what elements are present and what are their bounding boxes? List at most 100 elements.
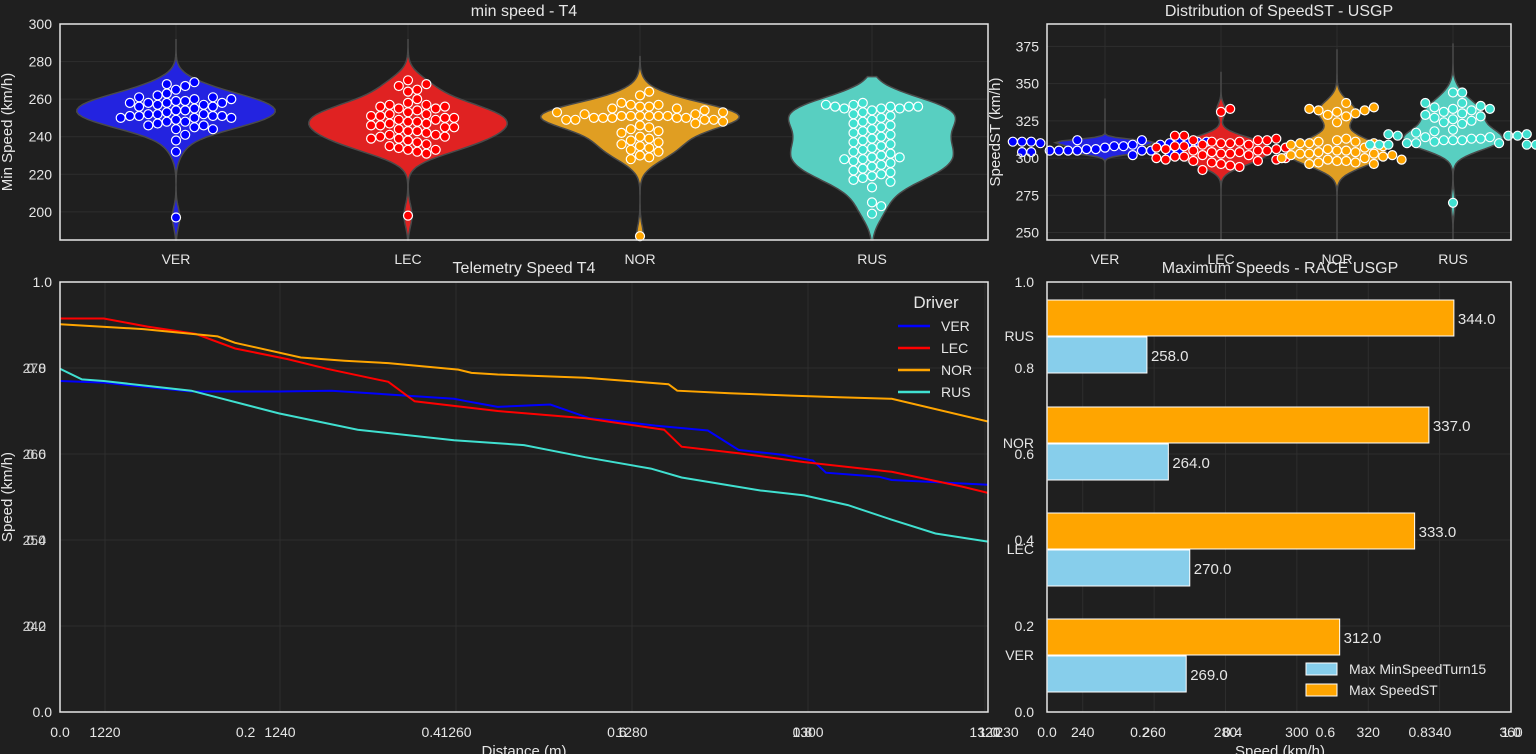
legend-label-ver: VER (941, 318, 970, 334)
y-tick-label: 220 (29, 166, 53, 182)
line-rus (60, 367, 988, 543)
swarm-point (1081, 144, 1092, 155)
swarm-point (625, 135, 636, 146)
swarm-point (1294, 148, 1306, 159)
swarm-point (848, 156, 859, 167)
y-tick-label: 280 (29, 54, 53, 70)
swarm-point (430, 129, 441, 140)
swarm-point (717, 107, 729, 118)
bar-max-speedst-rus (1046, 299, 1455, 337)
swarm-point (848, 146, 859, 157)
grid (60, 282, 988, 712)
swarm-point (625, 154, 636, 165)
swarm-point (671, 103, 683, 114)
swarm-point (1447, 87, 1459, 98)
swarm-point (170, 84, 182, 95)
swarm-point (876, 103, 887, 114)
swarm-point (170, 135, 182, 146)
swarm-point (1252, 145, 1264, 156)
swarm-point (662, 110, 673, 122)
swarm-point (857, 163, 868, 174)
x-tick-label: LEC (394, 251, 421, 267)
swarm-point (1350, 136, 1361, 147)
y-tick-label: 260 (23, 446, 47, 462)
y-tick-label: 0.4 (1015, 532, 1035, 548)
swarm-point (1099, 142, 1111, 153)
swarm-point (124, 110, 135, 122)
swarm-point (366, 133, 377, 144)
swarm-point (1252, 155, 1264, 167)
swarm-point (634, 150, 646, 161)
y-category-label: VER (1005, 647, 1034, 663)
swarm-point (152, 118, 163, 129)
swarm-point (1294, 138, 1306, 149)
swarm-point (1521, 139, 1532, 150)
y-tick-label: 0.2 (1015, 618, 1035, 634)
swarm-point (1447, 197, 1459, 208)
swarm-point (866, 133, 878, 144)
legend[interactable]: Max MinSpeedTurn15 Max SpeedST (1305, 661, 1486, 698)
x-tick-label: 0.8 (793, 724, 813, 740)
swarm-point (1475, 111, 1486, 122)
x-tick-label: 0.4 (421, 724, 441, 740)
swarm-point (412, 126, 423, 137)
bar-max-speedst-ver (1046, 618, 1341, 656)
swarm-point (866, 171, 878, 182)
swarm-point (653, 146, 664, 157)
swarm-point (866, 208, 878, 219)
swarm-point (402, 126, 414, 137)
swarm-point (1401, 138, 1413, 149)
y-tick-label: 250 (1016, 225, 1040, 241)
swarm-point (644, 101, 655, 112)
swarm-point (1341, 133, 1352, 144)
swarm-point (1252, 135, 1264, 146)
plot-frame (1046, 281, 1512, 713)
y-tick-labels: 250 275 300 325 350 375 (1016, 38, 1040, 240)
x-tick-label: NOR (624, 251, 655, 267)
swarm-point (607, 112, 618, 124)
swarm-point (1341, 145, 1352, 156)
x-tick-label: 1220 (89, 724, 120, 740)
swarm-point (375, 131, 386, 142)
swarm-point (143, 120, 154, 131)
swarm-point (375, 120, 386, 131)
swarm-point (152, 99, 163, 110)
y-tick-labels: 0.0 0.2 0.4 0.6 0.8 1.0 VER LEC NOR RUS (1003, 274, 1034, 720)
swarm-point (1016, 136, 1028, 147)
swarm-point (384, 129, 395, 140)
swarm-point (699, 114, 710, 125)
swarm-point (393, 133, 404, 144)
swarm-point (1322, 144, 1333, 155)
swarm-point (421, 109, 432, 120)
swarm-point (1521, 129, 1532, 140)
swarm-point (857, 116, 868, 127)
legend-label: Max SpeedST (1349, 682, 1438, 698)
swarm-point (1127, 139, 1138, 150)
swarm-point (375, 101, 386, 112)
swarm-point (1225, 148, 1236, 159)
swarm-point (1438, 117, 1449, 128)
swarm-point (857, 107, 868, 118)
swarm-point (903, 101, 915, 112)
swarm-point (894, 152, 905, 163)
plot-frame (1046, 23, 1512, 241)
swarm-point (1197, 139, 1208, 150)
swarm-point (226, 112, 237, 124)
swarm-point (439, 101, 450, 112)
bar-max-speedst-nor (1046, 406, 1430, 444)
swarm-point (152, 109, 163, 120)
y-tick-label: 300 (1016, 150, 1040, 166)
swarm-point (1429, 136, 1440, 147)
y-axis-label: SpeedST (km/h) (987, 78, 1004, 187)
swarm-point (1234, 161, 1245, 173)
x-tick-label: 1.0 (1501, 724, 1521, 740)
x-tick-label: 0.4 (1223, 724, 1243, 740)
swarm-point (170, 124, 182, 135)
legend[interactable]: Driver VER LEC NOR RUS (898, 293, 972, 400)
swarm-point (402, 86, 414, 97)
swarm-point (402, 75, 414, 86)
swarm-point (189, 103, 200, 114)
y-tick-label: 270 (23, 360, 47, 376)
swarm-point (1188, 135, 1199, 146)
